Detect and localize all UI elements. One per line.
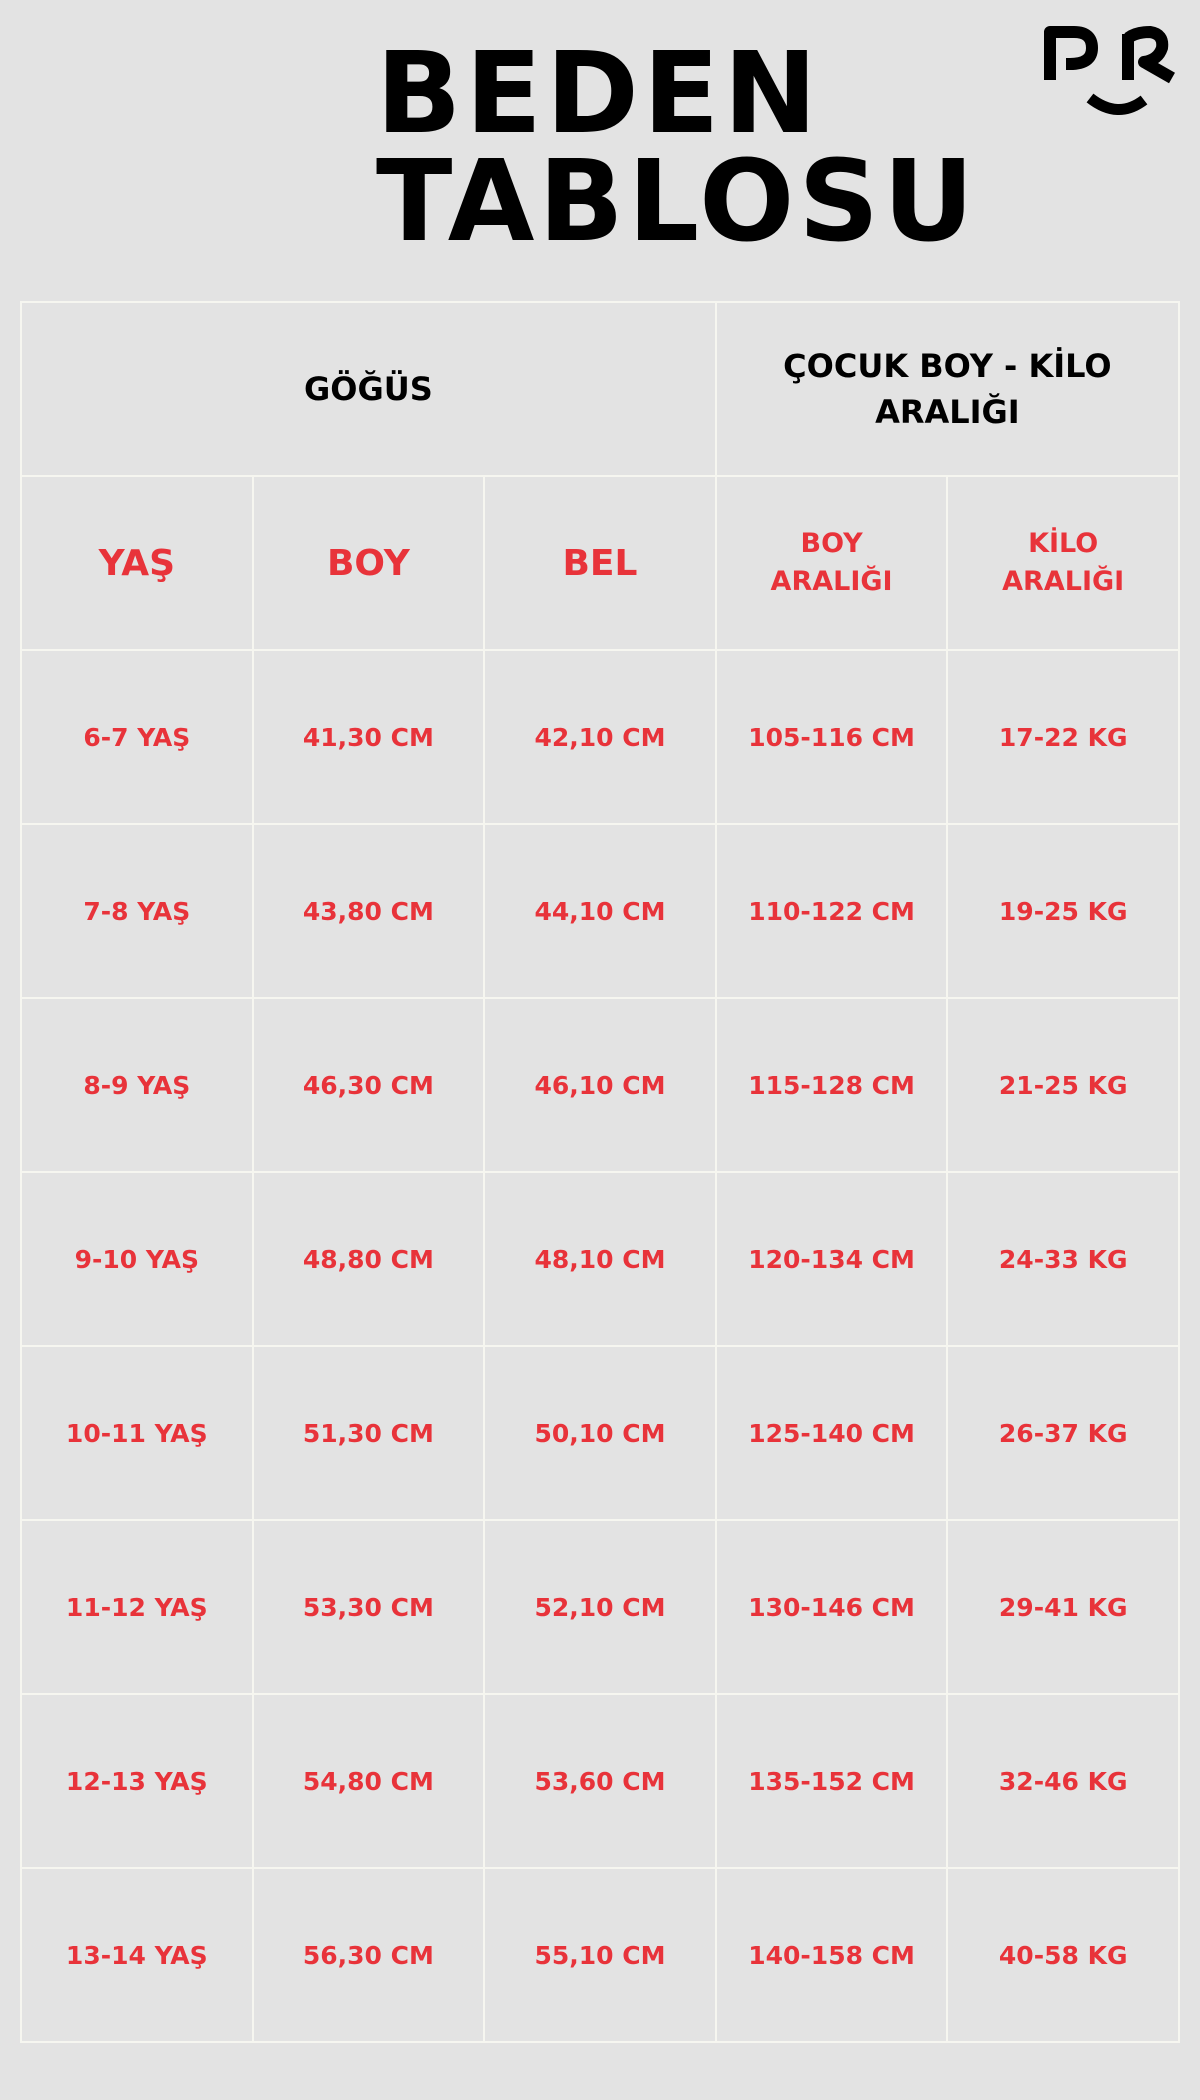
table-row: 7-8 YAŞ 43,80 CM 44,10 CM 110-122 CM 19-25 K… xyxy=(20,823,1180,999)
table-row: 10-11 YAŞ 51,30 CM 50,10 CM 125-140 CM 26-37… xyxy=(20,1345,1180,1521)
table-cell: 115-128 CM xyxy=(714,997,949,1173)
size-table: GÖĞÜS ÇOCUK BOY - KİLO ARALIĞI YAŞ BOY B… xyxy=(20,301,1181,2043)
table-cell: 52,10 CM xyxy=(483,1519,717,1695)
table-cell: 44,10 CM xyxy=(483,823,717,999)
table-cell: 7-8 YAŞ xyxy=(20,823,254,999)
table-cell: 26-37 KG xyxy=(946,1345,1180,1521)
column-header-row: YAŞ BOY BEL BOY ARALIĞI KİLO ARALIĞI xyxy=(20,475,1180,651)
table-cell: 19-25 KG xyxy=(946,823,1180,999)
table-cell: 125-140 CM xyxy=(714,1345,949,1521)
table-cell: 53,60 CM xyxy=(483,1693,717,1869)
table-cell: 50,10 CM xyxy=(483,1345,717,1521)
table-row: 13-14 YAŞ 56,30 CM 55,10 CM 140-158 CM 40-58… xyxy=(20,1867,1180,2043)
table-cell: 140-158 CM xyxy=(714,1867,949,2043)
table-cell: 8-9 YAŞ xyxy=(20,997,254,1173)
table-cell: 56,30 CM xyxy=(251,1867,486,2043)
table-row: 12-13 YAŞ 54,80 CM 53,60 CM 135-152 CM 32-46… xyxy=(20,1693,1180,1869)
table-row: 11-12 YAŞ 53,30 CM 52,10 CM 130-146 CM 29-41… xyxy=(20,1519,1180,1695)
table-cell: 12-13 YAŞ xyxy=(20,1693,254,1869)
table-cell: 43,80 CM xyxy=(251,823,486,999)
table-cell: 9-10 YAŞ xyxy=(20,1171,254,1347)
table-cell: 6-7 YAŞ xyxy=(20,649,254,825)
table-cell: 105-116 CM xyxy=(714,649,949,825)
table-cell: 10-11 YAŞ xyxy=(20,1345,254,1521)
table-cell: 51,30 CM xyxy=(251,1345,486,1521)
table-cell: 24-33 KG xyxy=(946,1171,1180,1347)
column-header: BOY xyxy=(251,475,486,651)
column-header: YAŞ xyxy=(20,475,254,651)
group-header-gogus: GÖĞÜS xyxy=(20,301,717,477)
table-cell: 135-152 CM xyxy=(714,1693,949,1869)
table-cell: 46,30 CM xyxy=(251,997,486,1173)
column-header: BEL xyxy=(483,475,717,651)
table-cell: 41,30 CM xyxy=(251,649,486,825)
table-cell: 130-146 CM xyxy=(714,1519,949,1695)
table-cell: 53,30 CM xyxy=(251,1519,486,1695)
table-cell: 40-58 KG xyxy=(946,1867,1180,2043)
page-title: BEDEN TABLOSU xyxy=(376,29,978,267)
table-cell: 42,10 CM xyxy=(483,649,717,825)
table-cell: 32-46 KG xyxy=(946,1693,1180,1869)
table-row: 8-9 YAŞ 46,30 CM 46,10 CM 115-128 CM 21-25 K… xyxy=(20,997,1180,1173)
brand-logo xyxy=(1044,26,1175,115)
table-cell: 54,80 CM xyxy=(251,1693,486,1869)
table-cell: 13-14 YAŞ xyxy=(20,1867,254,2043)
title-line-1: BEDEN xyxy=(376,29,822,159)
table-cell: 110-122 CM xyxy=(714,823,949,999)
group-header-cocuk-boy-kilo: ÇOCUK BOY - KİLO ARALIĞI xyxy=(714,301,1181,477)
table-row: 6-7 YAŞ 41,30 CM 42,10 CM 105-116 CM 17-22 K… xyxy=(20,649,1180,825)
column-header: BOY ARALIĞI xyxy=(714,475,949,651)
table-cell: 48,80 CM xyxy=(251,1171,486,1347)
table-cell: 11-12 YAŞ xyxy=(20,1519,254,1695)
table-cell: 48,10 CM xyxy=(483,1171,717,1347)
table-cell: 29-41 KG xyxy=(946,1519,1180,1695)
table-cell: 55,10 CM xyxy=(483,1867,717,2043)
table-cell: 17-22 KG xyxy=(946,649,1180,825)
column-header: KİLO ARALIĞI xyxy=(946,475,1180,651)
table-cell: 21-25 KG xyxy=(946,997,1180,1173)
group-header-row: GÖĞÜS ÇOCUK BOY - KİLO ARALIĞI xyxy=(20,301,1181,477)
table-row: 9-10 YAŞ 48,80 CM 48,10 CM 120-134 CM 24-33 … xyxy=(20,1171,1180,1347)
table-cell: 120-134 CM xyxy=(714,1171,949,1347)
table-cell: 46,10 CM xyxy=(483,997,717,1173)
title-line-2: TABLOSU xyxy=(376,137,978,267)
